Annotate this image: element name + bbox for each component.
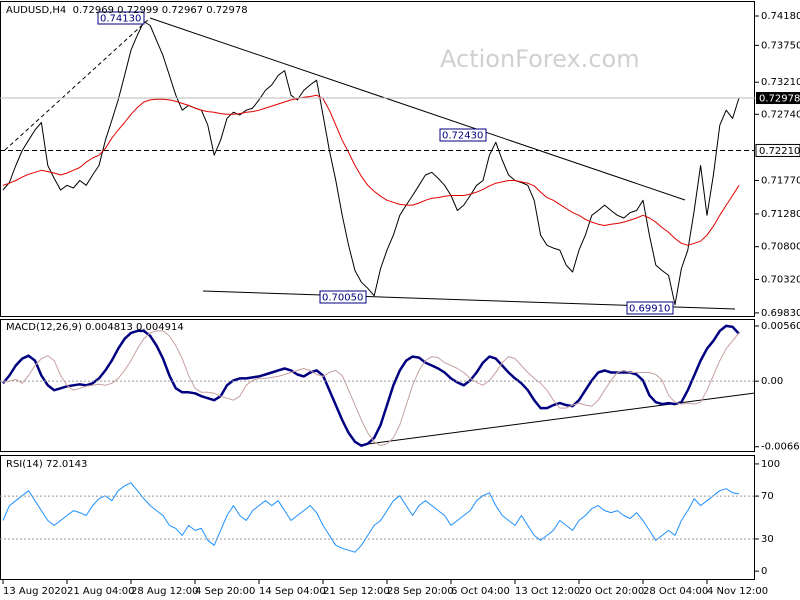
y-tick-label: 0.005607 <box>761 321 800 332</box>
x-tick-label: 13 Aug 2020 <box>3 586 67 597</box>
y-tick-label: 0 <box>761 566 767 577</box>
x-tick-label: 28 Aug 12:00 <box>131 586 198 597</box>
price-panel <box>0 1 755 317</box>
level-box <box>755 143 800 157</box>
y-tick-label: 70 <box>761 491 774 502</box>
y-tick-label: 0.70800 <box>761 242 800 253</box>
y-tick-label: 30 <box>761 534 774 545</box>
x-tick-label: 14 Sep 04:00 <box>259 586 326 597</box>
y-tick-label: 0.73210 <box>761 77 800 88</box>
x-tick-label: 21 Aug 04:00 <box>67 586 134 597</box>
annotation: 0.69910 <box>629 304 670 315</box>
x-tick-label: 28 Sep 20:00 <box>387 586 454 597</box>
y-tick-label: 0.70320 <box>761 274 800 285</box>
y-tick-label: 0.00 <box>761 376 783 387</box>
chart-title: MACD(12,26,9) 0.004813 0.004914 <box>6 322 184 333</box>
annotation-box <box>626 301 674 315</box>
annotation: 0.74130 <box>100 14 141 25</box>
last-price-box <box>756 92 800 105</box>
annotation-box <box>97 11 145 25</box>
x-tick-label: 4 Sep 20:00 <box>195 586 255 597</box>
y-tick-label: 0.71280 <box>761 209 800 220</box>
series-layer <box>2 21 740 553</box>
y-tick-label: 0.73750 <box>761 40 800 51</box>
y-tick-label: 0.72740 <box>761 109 800 120</box>
y-tick-label: 100 <box>761 459 780 470</box>
x-tick-label: 20 Oct 20:00 <box>579 586 644 597</box>
series-line <box>2 482 740 553</box>
annotation: 0.72430 <box>442 131 483 142</box>
x-tick-label: 21 Sep 12:00 <box>323 586 390 597</box>
series-line <box>2 94 740 246</box>
macd-panel <box>0 319 755 452</box>
x-tick-label: 28 Oct 04:00 <box>643 586 708 597</box>
y-tick-label: -0.006656 <box>761 442 800 453</box>
trend-line <box>4 17 151 151</box>
y-tick-label: 0.69830 <box>761 308 800 319</box>
chart-title: AUDUSD,H4 0.72969 0.72999 0.72967 0.7297… <box>6 5 248 16</box>
annotation-box <box>319 290 367 304</box>
x-tick-label: 4 Nov 12:00 <box>707 586 768 597</box>
series-line <box>2 324 740 447</box>
chart-title: RSI(14) 72.0143 <box>6 459 87 470</box>
level-label: 0.72210 <box>759 146 800 157</box>
series-line <box>2 330 740 447</box>
watermark: ActionForex.com <box>440 45 640 73</box>
y-tick-label: 0.74180 <box>761 11 800 22</box>
annotation-box <box>439 128 487 142</box>
series-line <box>2 21 740 306</box>
trend-line <box>359 392 756 446</box>
annotation: 0.70050 <box>322 293 363 304</box>
trend-line <box>149 17 686 201</box>
rsi-panel <box>0 455 755 580</box>
last-price-label: 0.72978 <box>759 94 800 105</box>
y-tick-label: 0.71770 <box>761 175 800 186</box>
x-tick-label: 6 Oct 04:00 <box>451 586 510 597</box>
x-tick-label: 13 Oct 12:00 <box>515 586 580 597</box>
